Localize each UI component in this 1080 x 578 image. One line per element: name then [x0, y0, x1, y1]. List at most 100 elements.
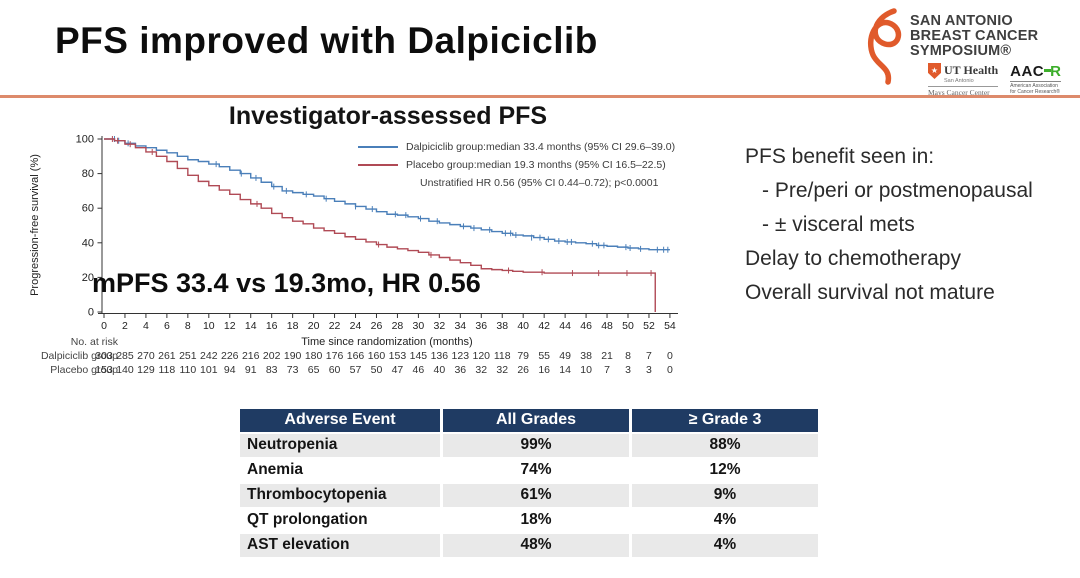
- risk-value: 49: [559, 350, 571, 362]
- aacr-letters: AAC: [1010, 63, 1045, 80]
- aacr-subtitle-line1: American Association: [1010, 83, 1058, 89]
- risk-value: 216: [242, 350, 260, 362]
- risk-value: 261: [158, 350, 176, 362]
- x-tick-label: 42: [538, 320, 550, 332]
- ae-header-row: Adverse Event All Grades ≥ Grade 3: [240, 409, 818, 432]
- ae-value-cell: 48%: [443, 534, 629, 557]
- y-tick-label: 80: [82, 168, 94, 180]
- risk-value: 50: [371, 364, 383, 376]
- ae-value-cell: 12%: [632, 459, 818, 482]
- risk-value: 0: [667, 364, 673, 376]
- ae-table-row: AST elevation 48% 4%: [240, 534, 818, 557]
- legend-swatch-dalpiciclib: [358, 146, 398, 148]
- risk-value: 285: [116, 350, 134, 362]
- risk-value: 153: [389, 350, 407, 362]
- ae-value-cell: 9%: [632, 484, 818, 507]
- ut-health-label: UT Health: [944, 63, 999, 77]
- ae-header-cell: Adverse Event: [240, 409, 440, 432]
- adverse-events-table: Adverse Event All Grades ≥ Grade 3 Neutrop…: [237, 407, 821, 559]
- ae-event-cell: Thrombocytopenia: [240, 484, 440, 507]
- title-divider: [0, 95, 1080, 98]
- risk-value: 60: [329, 364, 341, 376]
- ae-table-row: QT prolongation 18% 4%: [240, 509, 818, 532]
- x-tick-label: 32: [434, 320, 446, 332]
- x-tick-label: 54: [664, 320, 676, 332]
- aacr-subtitle-line2: for Cancer Research®: [1010, 89, 1060, 95]
- risk-value: 32: [475, 364, 487, 376]
- sabcs-logo: SAN ANTONIO BREAST CANCER SYMPOSIUM® ★ U…: [858, 6, 1078, 97]
- x-tick-label: 50: [622, 320, 634, 332]
- risk-row-label: Dalpiciclib group: [41, 350, 118, 362]
- risk-value: 303: [95, 350, 113, 362]
- x-tick-label: 52: [643, 320, 655, 332]
- risk-value: 226: [221, 350, 239, 362]
- risk-value: 3: [646, 364, 652, 376]
- risk-value: 21: [601, 350, 613, 362]
- x-tick-label: 30: [413, 320, 425, 332]
- ae-value-cell: 18%: [443, 509, 629, 532]
- risk-value: 118: [159, 364, 176, 376]
- x-tick-label: 28: [392, 320, 404, 332]
- risk-row-label: Placebo group: [50, 364, 118, 376]
- sabcs-text-line1: SAN ANTONIO: [910, 13, 1013, 29]
- risk-value: 0: [667, 350, 673, 362]
- risk-value: 120: [473, 350, 491, 362]
- aacr-r-letter: R: [1050, 63, 1062, 80]
- risk-value: 16: [538, 364, 550, 376]
- x-tick-label: 40: [517, 320, 529, 332]
- risk-value: 7: [604, 364, 610, 376]
- hr-note: Unstratified HR 0.56 (95% CI 0.44–0.72);…: [420, 177, 659, 189]
- risk-value: 46: [413, 364, 425, 376]
- x-tick-label: 14: [245, 320, 257, 332]
- key-point: Overall survival not mature: [745, 281, 995, 304]
- risk-value: 91: [245, 364, 257, 376]
- key-point: - Pre/peri or postmenopausal: [762, 179, 1033, 202]
- ae-value-cell: 74%: [443, 459, 629, 482]
- ae-table-body: Neutropenia 99% 88% Anemia 74% 12% Thrombocyto…: [240, 434, 818, 557]
- risk-value: 36: [454, 364, 466, 376]
- risk-value: 7: [646, 350, 652, 362]
- legend-row-placebo: Placebo group:median 19.3 months (95% CI…: [358, 156, 675, 174]
- ut-health-logo: ★ UT Health San Antonio Mays Cancer Cent…: [928, 63, 999, 97]
- sabcs-text-line3: SYMPOSIUM®: [910, 43, 1012, 59]
- km-curve-placebo-group: [104, 138, 656, 312]
- risk-value: 40: [434, 364, 446, 376]
- aacr-green-bar-icon: [1044, 69, 1052, 73]
- ut-sanantonio-label: San Antonio: [944, 78, 974, 84]
- ae-event-cell: QT prolongation: [240, 509, 440, 532]
- ut-shield-icon: ★: [928, 63, 941, 79]
- risk-value: 14: [559, 364, 571, 376]
- y-tick-label: 40: [82, 237, 94, 249]
- y-tick-label: 60: [82, 203, 94, 215]
- x-tick-label: 22: [329, 320, 341, 332]
- key-point: - ± visceral mets: [762, 213, 915, 236]
- sabcs-ribbon-icon: [867, 8, 902, 85]
- risk-value: 8: [625, 350, 631, 362]
- ae-table-row: Thrombocytopenia 61% 9%: [240, 484, 818, 507]
- y-tick-label: 20: [82, 272, 94, 284]
- risk-value: 57: [350, 364, 362, 376]
- x-tick-label: 48: [601, 320, 613, 332]
- chart-legend: Dalpiciclib group:median 33.4 months (95…: [358, 138, 675, 189]
- ae-event-cell: Neutropenia: [240, 434, 440, 457]
- x-tick-label: 4: [143, 320, 149, 332]
- risk-value: 38: [580, 350, 592, 362]
- mpfs-annotation: mPFS 33.4 vs 19.3mo, HR 0.56: [92, 268, 481, 298]
- sabcs-wordmark: SAN ANTONIO BREAST CANCER SYMPOSIUM®: [910, 14, 1038, 59]
- ae-value-cell: 88%: [632, 434, 818, 457]
- legend-label-placebo: Placebo group:median 19.3 months (95% CI…: [406, 159, 666, 171]
- mays-cancer-center-label: Mays Cancer Center: [928, 86, 999, 97]
- legend-swatch-placebo: [358, 164, 398, 166]
- risk-value: 190: [284, 350, 302, 362]
- x-tick-label: 16: [266, 320, 278, 332]
- risk-value: 65: [308, 364, 320, 376]
- legend-row-dalpiciclib: Dalpiciclib group:median 33.4 months (95…: [358, 138, 675, 156]
- risk-value: 26: [517, 364, 529, 376]
- x-tick-label: 2: [122, 320, 128, 332]
- x-axis-label: Time since randomization (months): [301, 336, 472, 348]
- x-tick-label: 10: [203, 320, 215, 332]
- risk-value: 110: [179, 364, 196, 376]
- ae-header-cell: ≥ Grade 3: [632, 409, 818, 432]
- risk-value: 153: [95, 364, 113, 376]
